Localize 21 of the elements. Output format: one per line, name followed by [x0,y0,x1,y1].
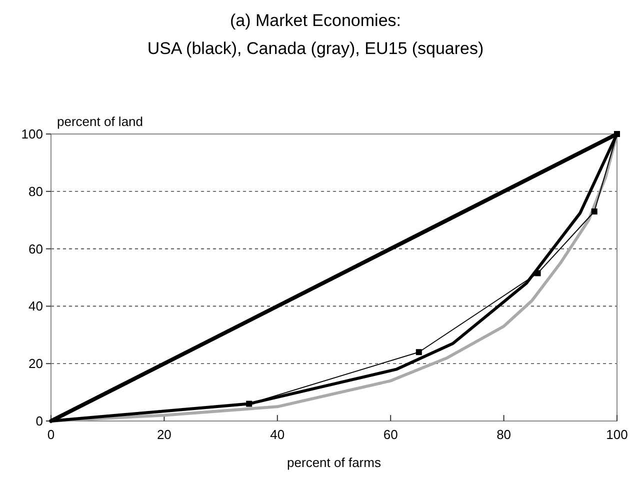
y-tick-label: 100 [21,126,43,142]
x-tick-label: 40 [270,427,285,442]
y-tick-label: 40 [28,298,43,314]
x-tick-label: 60 [383,427,398,442]
x-tick-label: 80 [496,427,512,442]
point [416,349,422,356]
chart-subtitle: USA (black), Canada (gray), EU15 (squares) [147,39,484,58]
point [534,270,541,276]
x-tick-label: 20 [156,427,172,442]
y-tick-label: 60 [28,241,43,256]
x-axis-title: percent of farms [287,455,382,470]
y-axis-title: percent of land [57,114,144,129]
point [614,131,620,137]
point [591,208,598,214]
point [246,400,252,407]
y-tick-label: 0 [36,414,43,428]
chart-title: (a) Market Economies: [230,11,401,30]
x-tick-label: 0 [47,427,55,442]
y-tick-label: 80 [28,184,43,199]
y-tick-label: 20 [28,356,43,372]
x-tick-label: 100 [606,427,628,442]
